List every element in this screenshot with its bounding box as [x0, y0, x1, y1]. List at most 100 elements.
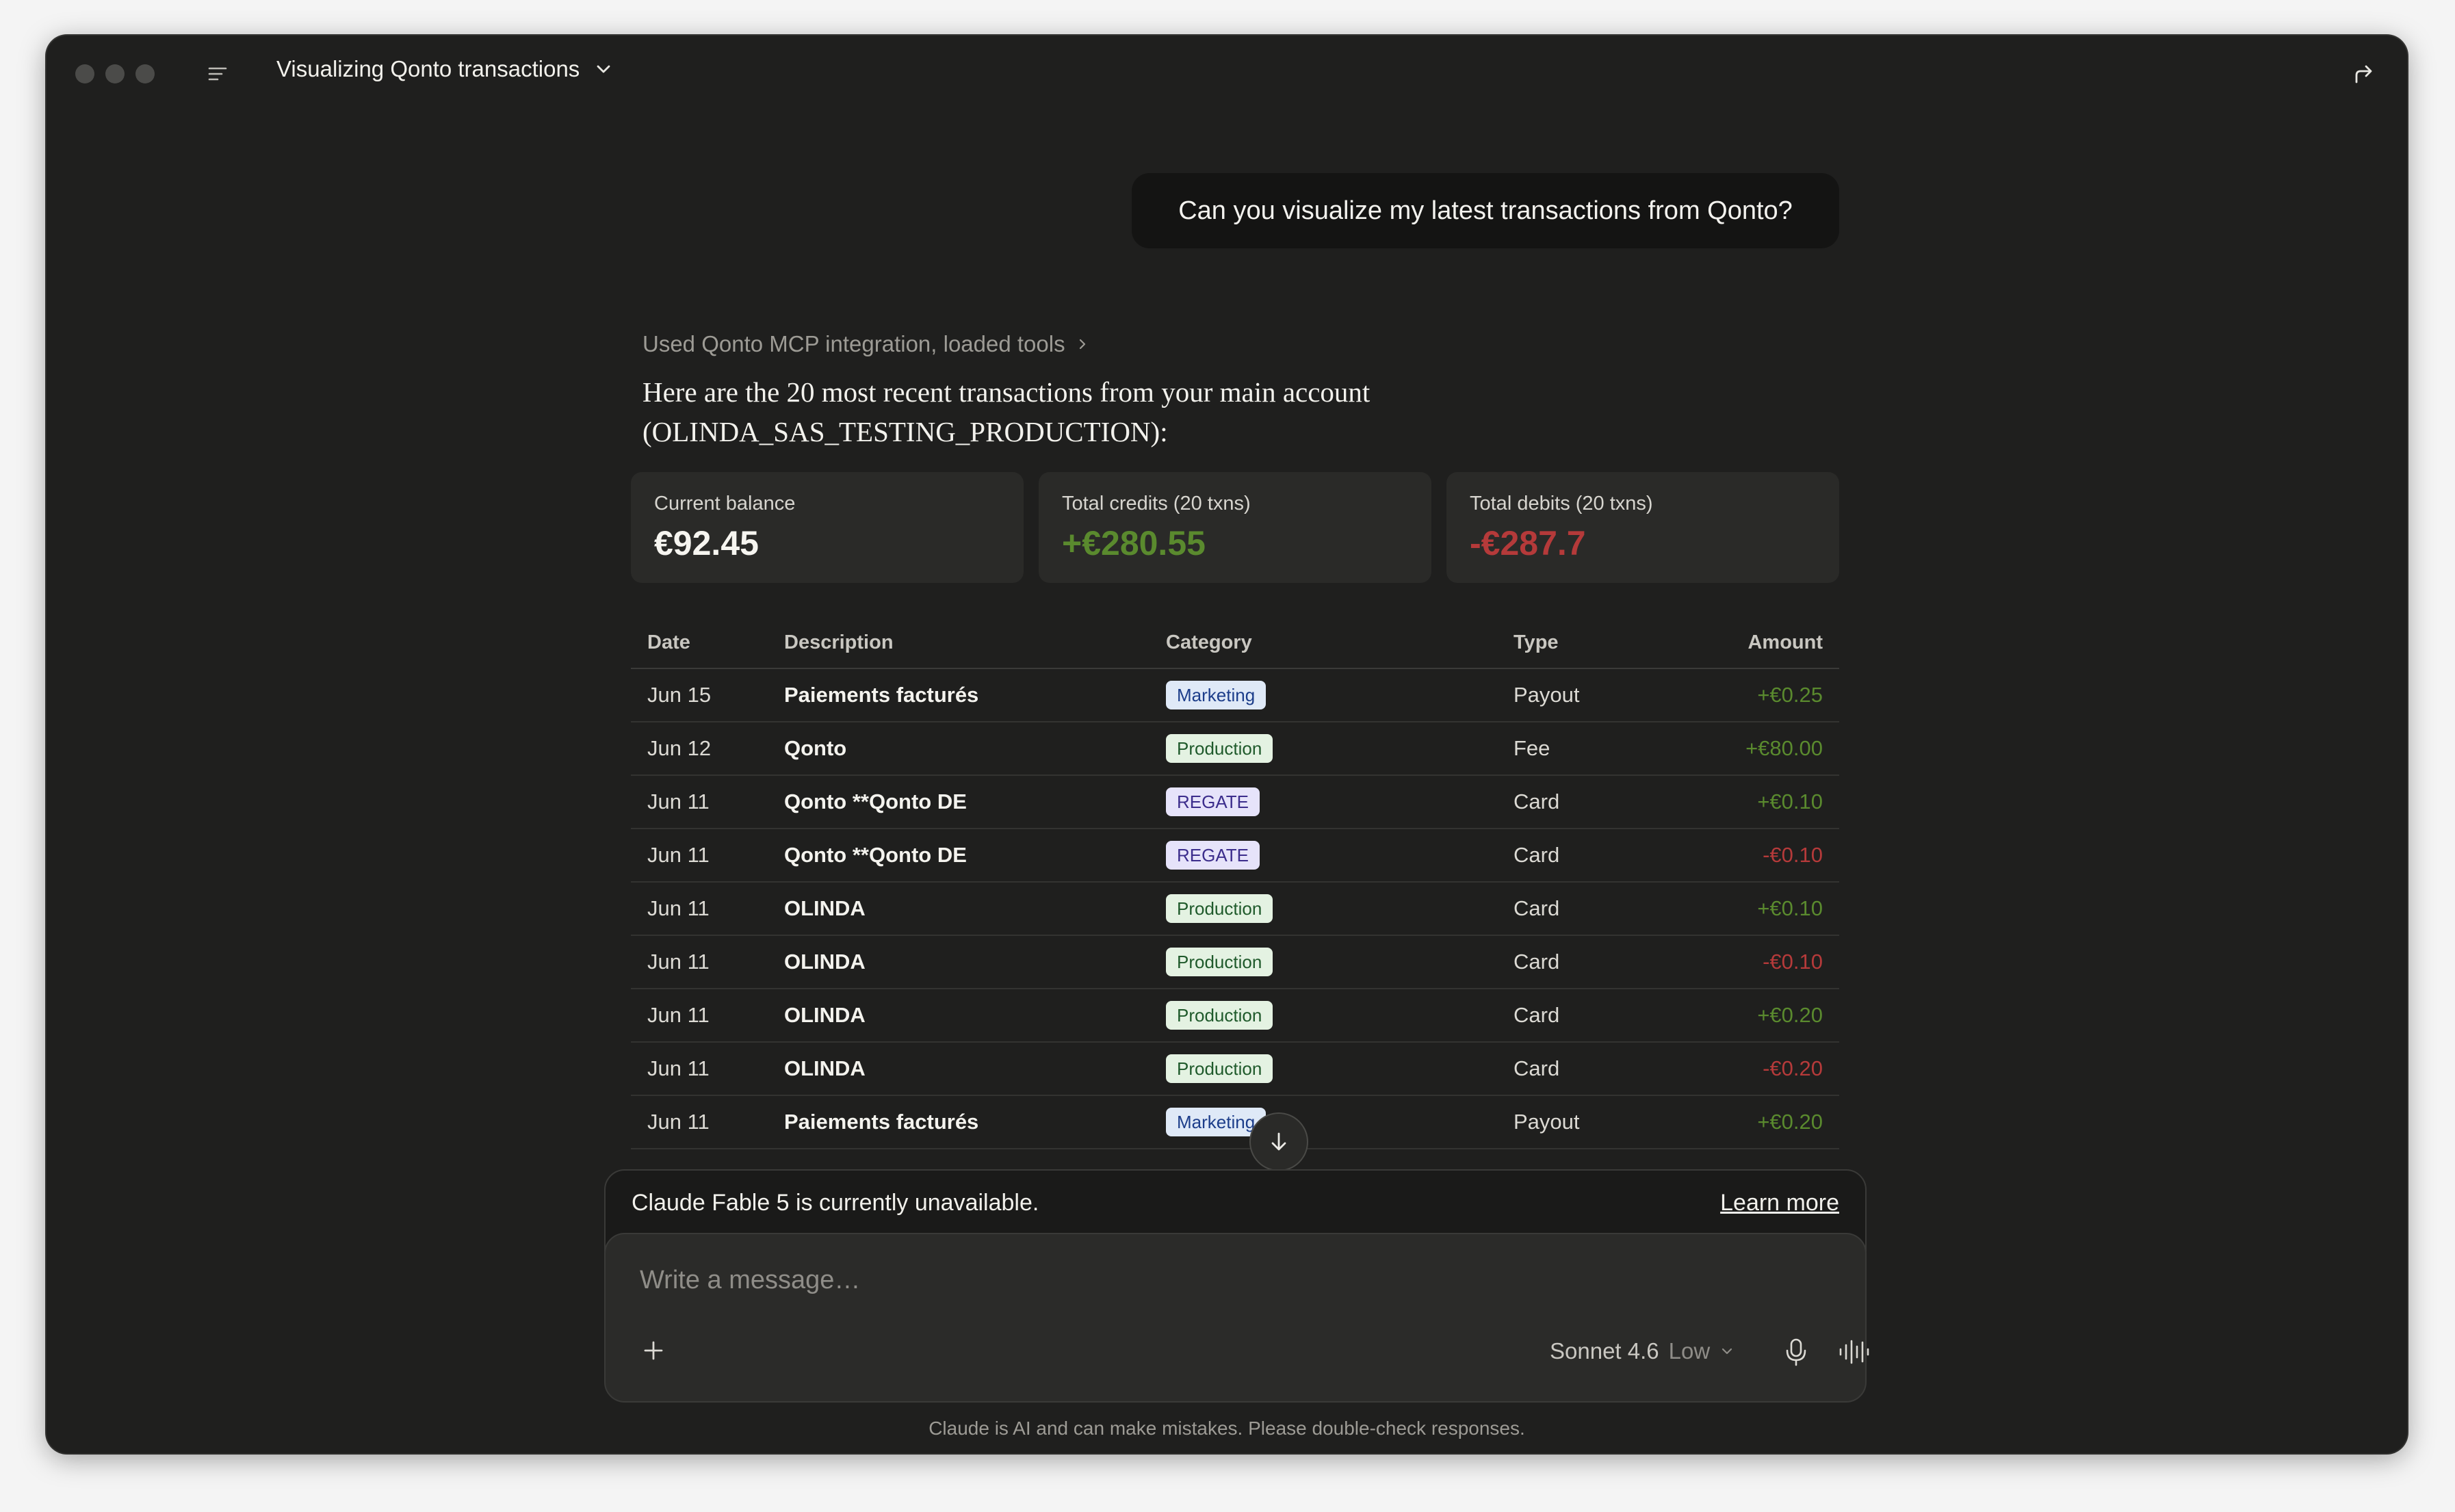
learn-more-link[interactable]: Learn more	[1720, 1190, 1839, 1216]
row-amount: +€80.00	[1745, 736, 1823, 760]
model-name: Sonnet 4.6	[1550, 1338, 1659, 1364]
header-date: Date	[647, 631, 690, 653]
row-category: Marketing	[1166, 669, 1267, 721]
category-badge: Marketing	[1166, 681, 1267, 709]
row-amount: +€0.20	[1757, 1003, 1823, 1027]
table-row: Jun 12 Qonto Production Fee +€80.00	[631, 722, 1839, 776]
row-category: Production	[1166, 883, 1273, 935]
row-amount: -€0.10	[1763, 950, 1823, 974]
header-description: Description	[784, 631, 894, 653]
row-category: Production	[1166, 722, 1273, 774]
row-category: Production	[1166, 936, 1273, 988]
message-input[interactable]: Write a message…	[640, 1266, 861, 1294]
row-date: Jun 12	[647, 736, 712, 760]
row-date: Jun 11	[647, 896, 710, 920]
row-type: Card	[1514, 1056, 1560, 1080]
row-description: OLINDA	[784, 1003, 866, 1027]
row-category: Production	[1166, 989, 1273, 1041]
row-date: Jun 11	[647, 1056, 710, 1080]
row-date: Jun 11	[647, 950, 710, 974]
category-badge: REGATE	[1166, 841, 1260, 870]
category-badge: REGATE	[1166, 787, 1260, 816]
row-date: Jun 11	[647, 843, 710, 867]
table-row: Jun 11 OLINDA Production Card +€0.20	[631, 989, 1839, 1043]
row-date: Jun 15	[647, 683, 712, 707]
category-badge: Marketing	[1166, 1108, 1267, 1136]
table-row: Jun 11 Qonto **Qonto DE REGATE Card -€0.…	[631, 829, 1839, 883]
row-amount: +€0.20	[1757, 1110, 1823, 1134]
row-amount: +€0.25	[1757, 683, 1823, 707]
row-amount: +€0.10	[1757, 896, 1823, 920]
effort-level: Low	[1668, 1338, 1711, 1364]
table-row: Jun 11 Qonto **Qonto DE REGATE Card +€0.…	[631, 776, 1839, 829]
chevron-right-icon	[1079, 339, 1085, 350]
row-description: OLINDA	[784, 950, 866, 974]
total-debits-card: Total debits (20 txns) -€287.7	[1446, 472, 1839, 583]
row-category: REGATE	[1166, 776, 1260, 828]
row-description: Qonto **Qonto DE	[784, 790, 967, 813]
card-label: Total debits (20 txns)	[1470, 493, 1653, 514]
row-type: Card	[1514, 843, 1560, 867]
table-row: Jun 15 Paiements facturés Marketing Payo…	[631, 669, 1839, 722]
row-type: Card	[1514, 1003, 1560, 1027]
row-category: REGATE	[1166, 829, 1260, 881]
minimize-window-button[interactable]	[105, 64, 125, 83]
scroll-to-bottom-button[interactable]	[1249, 1112, 1308, 1171]
row-date: Jun 11	[647, 1003, 710, 1027]
plus-icon[interactable]	[640, 1337, 667, 1364]
row-type: Fee	[1514, 736, 1550, 760]
arrow-down-icon	[1271, 1132, 1286, 1151]
tool-usage-text: Used Qonto MCP integration, loaded tools	[642, 331, 1065, 356]
header-amount: Amount	[1748, 631, 1823, 653]
row-type: Card	[1514, 950, 1560, 974]
card-value: -€287.7	[1470, 524, 1586, 562]
row-type: Card	[1514, 896, 1560, 920]
table-header: Date Description Category Type Amount	[631, 617, 1839, 669]
row-category: Marketing	[1166, 1096, 1267, 1148]
category-badge: Production	[1166, 948, 1273, 976]
conversation-title-dropdown[interactable]: Visualizing Qonto transactions	[276, 56, 615, 82]
window-controls	[75, 64, 155, 83]
maximize-window-button[interactable]	[135, 64, 155, 83]
card-label: Total credits (20 txns)	[1062, 493, 1251, 514]
chevron-down-icon	[1722, 1348, 1732, 1355]
category-badge: Production	[1166, 894, 1273, 923]
row-description: Paiements facturés	[784, 683, 979, 707]
row-description: Paiements facturés	[784, 1110, 979, 1134]
category-badge: Production	[1166, 1001, 1273, 1030]
user-message-text: Can you visualize my latest transactions…	[1178, 196, 1793, 225]
row-description: OLINDA	[784, 1056, 866, 1080]
total-credits-card: Total credits (20 txns) +€280.55	[1039, 472, 1431, 583]
table-row: Jun 11 OLINDA Production Card -€0.10	[631, 936, 1839, 989]
title-bar: Visualizing Qonto transactions	[47, 36, 2407, 111]
row-category: Production	[1166, 1043, 1273, 1095]
chevron-down-icon	[597, 65, 610, 73]
microphone-icon[interactable]	[1782, 1337, 1810, 1367]
row-date: Jun 11	[647, 790, 710, 813]
category-badge: Production	[1166, 1054, 1273, 1083]
row-amount: +€0.10	[1757, 790, 1823, 813]
card-value: €92.45	[654, 524, 759, 562]
row-description: Qonto	[784, 736, 847, 760]
header-type: Type	[1514, 631, 1559, 653]
conversation-title: Visualizing Qonto transactions	[276, 56, 580, 81]
app-window: Visualizing Qonto transactions Can you v…	[47, 36, 2407, 1453]
tool-usage-summary[interactable]: Used Qonto MCP integration, loaded tools	[642, 331, 1090, 357]
table-row: Jun 11 OLINDA Production Card -€0.20	[631, 1043, 1839, 1096]
close-window-button[interactable]	[75, 64, 94, 83]
table-row: Jun 11 OLINDA Production Card +€0.10	[631, 883, 1839, 936]
voice-mode-icon[interactable]	[1837, 1337, 1871, 1367]
assistant-intro-text: Here are the 20 most recent transactions…	[642, 372, 1532, 452]
model-selector[interactable]: Sonnet 4.6 Low	[1550, 1338, 1735, 1364]
intro-line-2: (OLINDA_SAS_TESTING_PRODUCTION):	[642, 416, 1168, 447]
message-composer: Write a message… Sonnet 4.6 Low	[604, 1233, 1869, 1403]
category-badge: Production	[1166, 734, 1273, 763]
sidebar-toggle-icon[interactable]	[205, 62, 230, 86]
row-type: Card	[1514, 790, 1560, 813]
header-category: Category	[1166, 631, 1252, 653]
row-description: Qonto **Qonto DE	[784, 843, 967, 867]
row-type: Payout	[1514, 1110, 1580, 1134]
row-type: Payout	[1514, 683, 1580, 707]
share-icon[interactable]	[2348, 59, 2378, 89]
row-date: Jun 11	[647, 1110, 710, 1134]
